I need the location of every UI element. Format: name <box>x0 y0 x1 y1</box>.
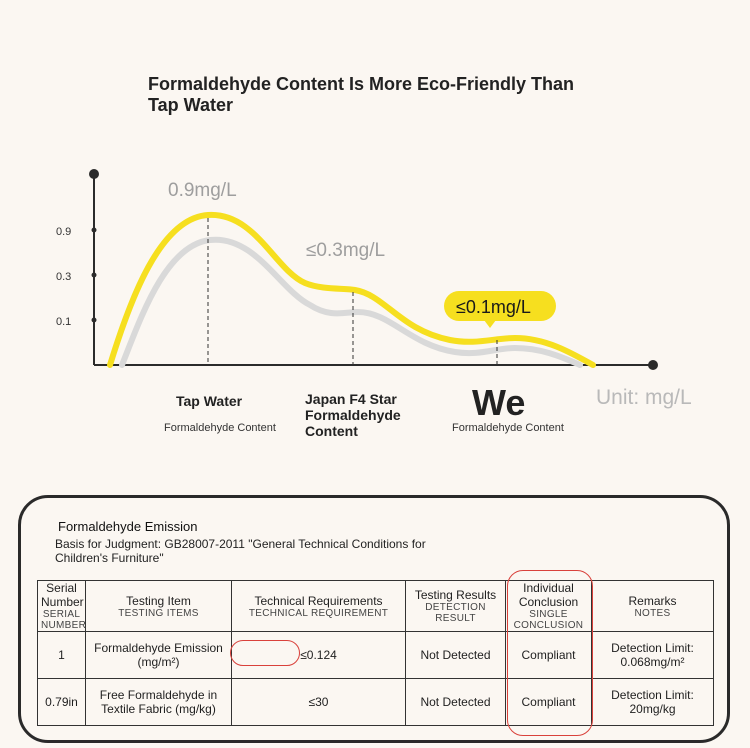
category-japan-f4: Japan F4 Star Formaldehyde Content <box>305 391 415 439</box>
header-cn: DETECTION RESULT <box>425 602 486 624</box>
category-we-sub: Formaldehyde Content <box>452 422 564 434</box>
category-name: We <box>472 382 526 423</box>
header-cn: TESTING ITEMS <box>118 607 199 619</box>
cell-result: Not Detected <box>405 678 506 726</box>
formaldehyde-chart: 0.9 0.3 0.1 0.9mg/L ≤0.3mg/L ≤0.1mg/L <box>56 169 658 370</box>
cell-serial: 1 <box>37 631 86 679</box>
category-we: We <box>472 383 525 423</box>
y-axis-end <box>89 169 99 179</box>
header-en: Remarks <box>628 593 677 608</box>
requirement-highlight-oval <box>230 640 300 666</box>
unit-label: Unit: mg/L <box>596 386 692 409</box>
header-serial: Serial Number SERIAL NUMBER <box>37 580 87 632</box>
report-basis: Basis for Judgment: GB28007-2011 "Genera… <box>55 537 426 565</box>
header-en: Individual Conclusion <box>518 581 579 609</box>
header-en: Technical Requirements <box>254 593 383 608</box>
category-name: Japan F4 Star Formaldehyde Content <box>305 391 401 439</box>
y-tick-label-2: 0.1 <box>56 316 71 328</box>
category-sub: Formaldehyde Content <box>164 422 276 434</box>
y-tick-dot-2 <box>91 317 97 323</box>
value-label-japan-f4: ≤0.3mg/L <box>306 240 385 261</box>
header-cn: SINGLE CONCLUSION <box>513 609 584 631</box>
table-row: 0.79in Free Formaldehyde in Textile Fabr… <box>37 678 714 726</box>
y-tick-label-1: 0.3 <box>56 271 71 283</box>
y-tick-dot-0 <box>91 227 97 233</box>
header-cn: SERIAL NUMBER <box>41 609 87 631</box>
cell-remarks: Detection Limit: 0.068mg/m² <box>591 631 714 679</box>
test-report-table: Serial Number SERIAL NUMBER Testing Item… <box>37 580 714 726</box>
category-tap-water-sub: Formaldehyde Content <box>164 422 276 434</box>
table-row: 1 Formaldehyde Emission (mg/m²) ≤0.124 N… <box>37 631 714 679</box>
cell-remarks: Detection Limit: 20mg/kg <box>591 678 714 726</box>
y-tick-dot-1 <box>91 272 97 278</box>
header-result: Testing Results DETECTION RESULT <box>405 580 506 632</box>
header-cn: TECHNICAL REQUIREMENT <box>248 607 389 619</box>
header-cn: NOTES <box>634 607 671 619</box>
table-header-row: Serial Number SERIAL NUMBER Testing Item… <box>37 580 714 632</box>
header-en: Testing Results <box>414 588 497 602</box>
conclusion-highlight-oval <box>507 570 593 736</box>
category-name: Tap Water <box>176 393 243 409</box>
cell-serial: 0.79in <box>37 678 86 726</box>
cell-conclusion: Compliant <box>505 678 592 726</box>
shadow-curve <box>119 236 583 368</box>
cell-conclusion: Compliant <box>505 631 592 679</box>
y-tick-label-0: 0.9 <box>56 226 71 238</box>
cell-result: Not Detected <box>405 631 506 679</box>
cell-requirement: ≤30 <box>231 678 406 726</box>
page-title: Formaldehyde Content Is More Eco-Friendl… <box>148 74 575 115</box>
category-sub: Formaldehyde Content <box>452 422 564 434</box>
value-label-we: ≤0.1mg/L <box>456 297 531 317</box>
header-en: Testing Item <box>126 593 191 608</box>
header-en: Serial Number <box>41 581 84 609</box>
report-title: Formaldehyde Emission <box>58 519 198 534</box>
header-conclusion: Individual Conclusion SINGLE CONCLUSION <box>505 580 592 632</box>
header-remarks: Remarks NOTES <box>591 580 714 632</box>
cell-item: Free Formaldehyde in Textile Fabric (mg/… <box>85 678 232 726</box>
highlight-curve <box>107 211 596 368</box>
value-bubble-we: ≤0.1mg/L <box>444 291 556 328</box>
x-axis-end <box>648 360 658 370</box>
value-label-tap-water: 0.9mg/L <box>168 180 237 201</box>
value-bubble-bg <box>444 291 556 321</box>
category-tap-water: Tap Water <box>176 393 242 409</box>
cell-requirement: ≤0.124 <box>231 631 406 679</box>
header-requirement: Technical Requirements TECHNICAL REQUIRE… <box>231 580 406 632</box>
cell-item: Formaldehyde Emission (mg/m²) <box>85 631 232 679</box>
value-bubble-pointer <box>484 320 496 328</box>
header-item: Testing Item TESTING ITEMS <box>85 580 232 632</box>
